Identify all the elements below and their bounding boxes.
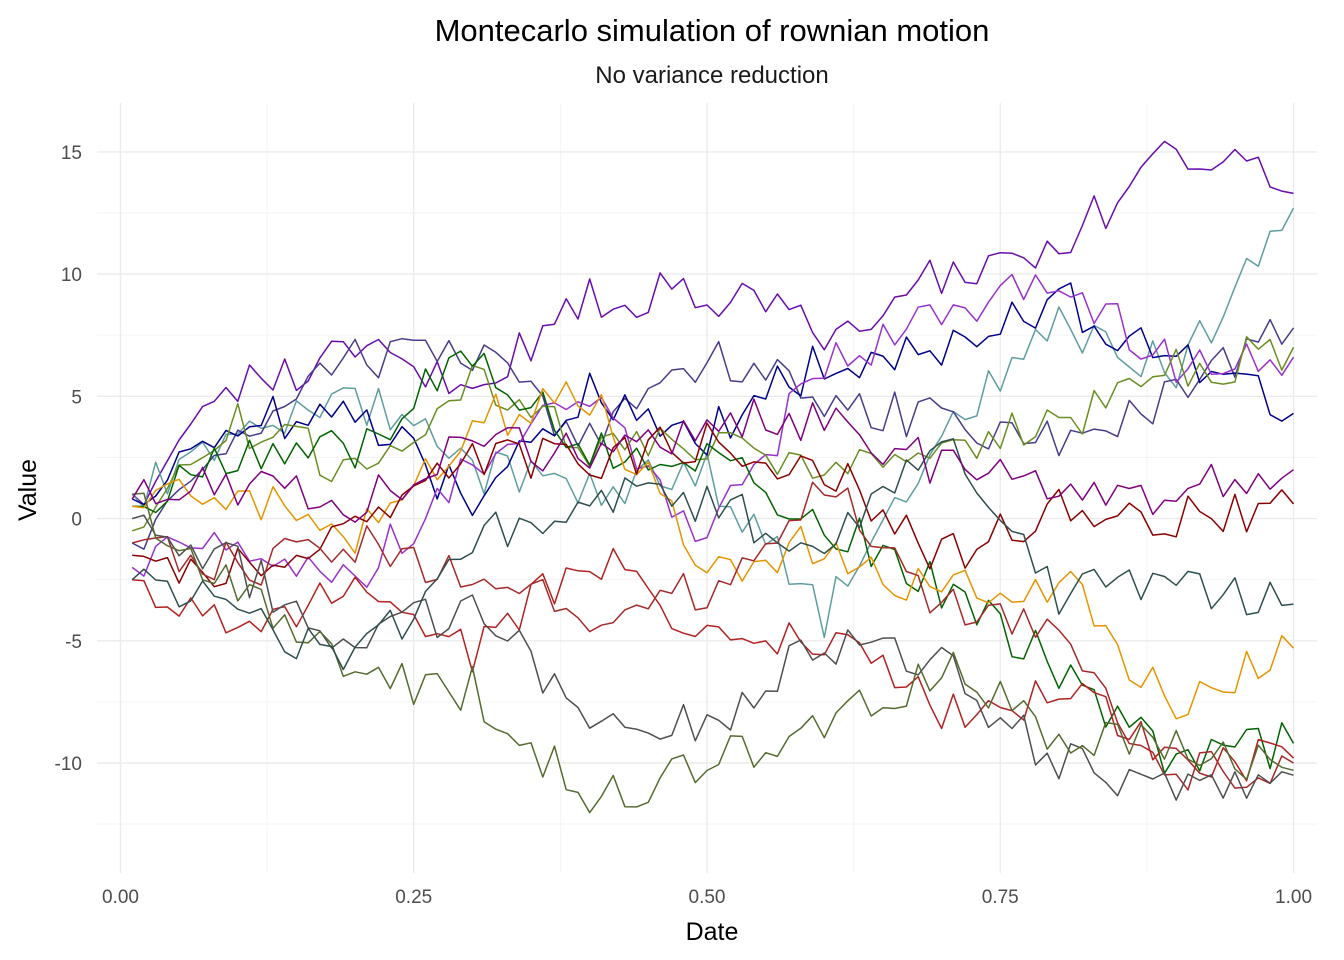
series-line <box>132 422 1295 588</box>
series-line <box>131 398 1294 523</box>
y-axis-title: Value <box>14 459 42 521</box>
series-line <box>132 481 1294 791</box>
y-tick-label: 0 <box>71 510 82 531</box>
x-axis-title: Date <box>686 918 739 946</box>
y-tick-label: 5 <box>71 387 82 408</box>
y-tick-label: 15 <box>61 143 82 164</box>
series-line <box>131 318 1295 550</box>
series-line <box>132 381 1295 720</box>
series-line <box>131 438 1294 671</box>
chart-title: Montecarlo simulation of rownian motion <box>435 13 990 48</box>
x-tick-label: 0.00 <box>102 887 139 908</box>
x-axis-ticks: 0.00 0.25 0.50 0.75 1.00 <box>102 887 1312 908</box>
y-tick-label: -10 <box>55 754 82 775</box>
series-line <box>131 282 1294 517</box>
x-tick-label: 0.75 <box>982 887 1019 908</box>
x-tick-label: 0.25 <box>395 887 432 908</box>
series-line <box>131 273 1295 588</box>
series-line <box>131 514 1294 801</box>
x-tick-label: 0.50 <box>689 887 726 908</box>
y-axis-ticks: -10 -5 0 5 10 15 <box>55 143 82 775</box>
series-line <box>132 547 1295 782</box>
series-line <box>132 350 1295 775</box>
series-lines <box>131 140 1295 814</box>
x-tick-label: 1.00 <box>1275 887 1312 908</box>
y-tick-label: -5 <box>65 632 82 653</box>
chart-subtitle: No variance reduction <box>595 62 828 89</box>
series-line <box>131 140 1294 506</box>
series-line <box>132 492 1294 814</box>
y-tick-label: 10 <box>61 265 82 286</box>
series-line <box>131 336 1295 532</box>
series-line <box>131 207 1295 639</box>
